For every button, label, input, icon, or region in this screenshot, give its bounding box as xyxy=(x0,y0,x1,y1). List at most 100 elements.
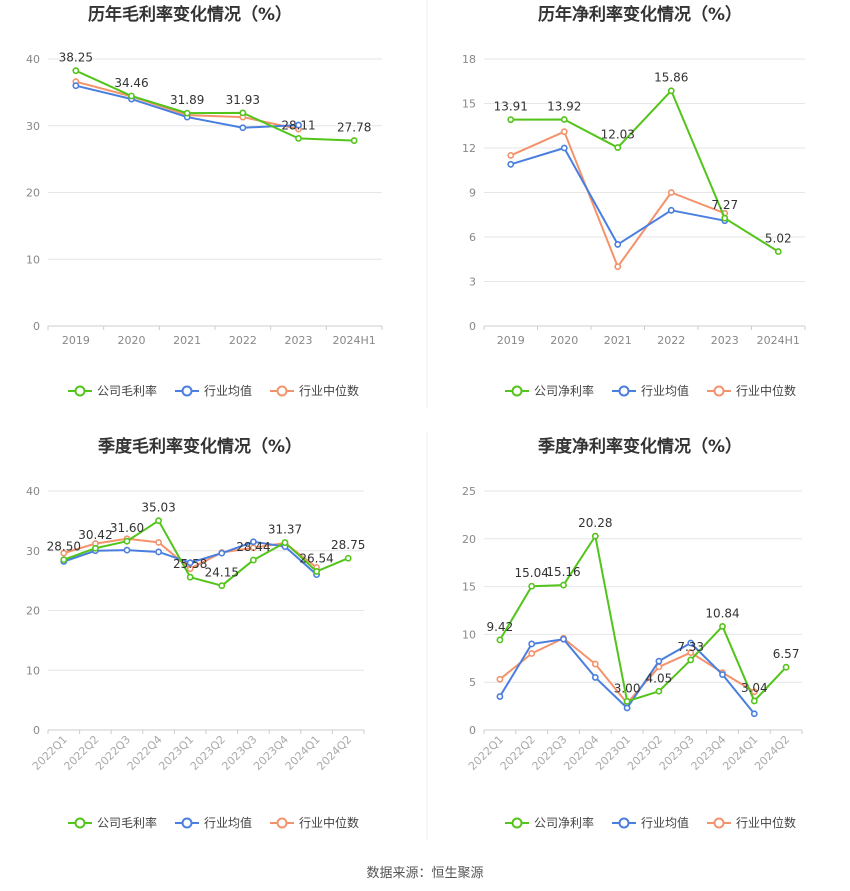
legend-item: 公司毛利率 xyxy=(68,383,157,398)
legend-swatch-marker xyxy=(74,385,86,397)
series-point-1 xyxy=(123,546,131,554)
y-tick-label: 30 xyxy=(26,545,40,558)
y-tick-label: 6 xyxy=(469,231,476,244)
series-point-0 xyxy=(350,137,358,144)
legend-item: 行业中位数 xyxy=(707,383,796,398)
series-point-1 xyxy=(614,241,622,248)
series-point-1 xyxy=(507,160,515,168)
data-label: 28.11 xyxy=(281,118,315,132)
series-point-1 xyxy=(667,206,675,214)
data-label: 25.58 xyxy=(173,557,207,571)
data-label: 13.91 xyxy=(494,100,528,114)
series-line-0 xyxy=(510,89,779,253)
x-tick-label: 2020 xyxy=(550,334,578,347)
legend-label: 行业中位数 xyxy=(299,383,359,398)
data-label: 3.00 xyxy=(614,681,641,695)
y-tick-label: 0 xyxy=(469,724,476,737)
series-point-2 xyxy=(60,549,68,557)
series-point-0 xyxy=(750,697,758,705)
x-tick-label: 2021 xyxy=(173,334,201,347)
series-point-0 xyxy=(614,144,622,151)
data-source-note: 数据来源：恒生聚源 xyxy=(366,866,484,881)
legend-swatch-marker xyxy=(511,385,523,397)
data-label: 34.46 xyxy=(114,76,148,90)
series-point-0 xyxy=(60,556,68,564)
data-label: 31.60 xyxy=(110,521,144,535)
series-point-2 xyxy=(667,189,675,196)
x-tick-label: 2023 xyxy=(285,334,313,347)
y-tick-label: 10 xyxy=(462,628,476,641)
y-tick-label: 10 xyxy=(26,253,40,266)
y-tick-label: 10 xyxy=(26,664,40,677)
series-point-0 xyxy=(782,663,790,671)
series-point-0 xyxy=(92,544,99,552)
series-point-0 xyxy=(186,573,194,581)
data-label: 7.27 xyxy=(711,198,738,212)
legend-item: 行业中位数 xyxy=(270,815,359,830)
series-point-0 xyxy=(667,87,675,95)
legend-swatch-marker xyxy=(276,385,288,397)
annual-net-margin-chart: 历年净利率变化情况（%） 0 3 6 9 12 15 18 2019 2020 2021 2022 20… xyxy=(462,4,806,398)
legend-item: 行业均值 xyxy=(175,815,252,830)
series-point-0 xyxy=(721,214,729,222)
data-label: 15.04 xyxy=(515,566,549,580)
y-tick-label: 0 xyxy=(469,320,476,333)
x-tick-label: 2024H1 xyxy=(757,334,800,347)
y-tick-label: 15 xyxy=(462,98,476,111)
legend-label: 行业均值 xyxy=(204,383,252,398)
series-point-0 xyxy=(128,92,135,100)
series-point-0 xyxy=(623,697,631,705)
x-tick-label: 2024Q2 xyxy=(314,733,354,773)
x-tick-label: 2021 xyxy=(604,334,632,347)
y-tick-label: 40 xyxy=(26,485,40,498)
series-point-1 xyxy=(186,559,194,567)
data-label: 6.57 xyxy=(773,647,800,661)
quarterly-gross-margin-chart: 季度毛利率变化情况（%）0102030402022Q12022Q22022Q32… xyxy=(26,436,365,830)
legend-item: 行业均值 xyxy=(612,383,689,398)
y-tick-label: 0 xyxy=(33,724,40,737)
series-point-1 xyxy=(249,538,257,546)
x-tick-label: 2023 xyxy=(711,334,739,347)
data-label: 15.16 xyxy=(546,565,580,579)
series-point-1 xyxy=(750,710,758,718)
y-tick-label: 20 xyxy=(26,187,40,200)
y-tick-label: 18 xyxy=(462,53,476,66)
legend-item: 公司毛利率 xyxy=(68,815,157,830)
series-point-1 xyxy=(239,124,247,132)
series-point-0 xyxy=(655,687,663,695)
series-point-2 xyxy=(687,649,695,656)
data-label: 35.03 xyxy=(141,501,175,515)
y-tick-label: 3 xyxy=(469,276,476,289)
series-point-0 xyxy=(218,582,226,590)
series-point-1 xyxy=(591,674,599,681)
x-tick-label: 2019 xyxy=(497,334,525,347)
data-label: 24.15 xyxy=(205,566,239,580)
series-point-1 xyxy=(295,121,302,129)
y-tick-label: 20 xyxy=(26,605,40,618)
chart-title: 季度净利率变化情况（%） xyxy=(538,436,742,457)
chart-title: 历年净利率变化情况（%） xyxy=(538,4,742,25)
series-line-0 xyxy=(499,535,787,703)
series-point-2 xyxy=(507,152,515,159)
series-point-2 xyxy=(528,650,536,657)
quarterly-net-margin-chart: 季度净利率变化情况（%）05101520252022Q12022Q22022Q3… xyxy=(462,436,803,830)
series-point-1 xyxy=(496,693,504,700)
legend-item: 行业中位数 xyxy=(707,815,796,830)
x-tick-label: 2024H1 xyxy=(333,334,376,347)
legend-label: 公司净利率 xyxy=(534,815,594,830)
series-point-0 xyxy=(344,554,352,562)
data-label: 4.05 xyxy=(646,671,673,685)
series-point-1 xyxy=(655,657,663,665)
legend-label: 公司毛利率 xyxy=(97,815,157,830)
legend-label: 公司净利率 xyxy=(534,383,594,398)
legend-label: 行业中位数 xyxy=(736,383,796,398)
series-point-2 xyxy=(560,128,568,136)
data-label: 28.44 xyxy=(236,540,270,554)
legend-swatch-marker xyxy=(276,817,288,829)
legend-item: 公司净利率 xyxy=(505,815,594,830)
data-label: 7.33 xyxy=(677,640,704,654)
y-tick-label: 20 xyxy=(462,533,476,546)
series-point-1 xyxy=(719,671,726,678)
data-label: 31.89 xyxy=(170,93,204,107)
series-point-0 xyxy=(560,116,568,123)
